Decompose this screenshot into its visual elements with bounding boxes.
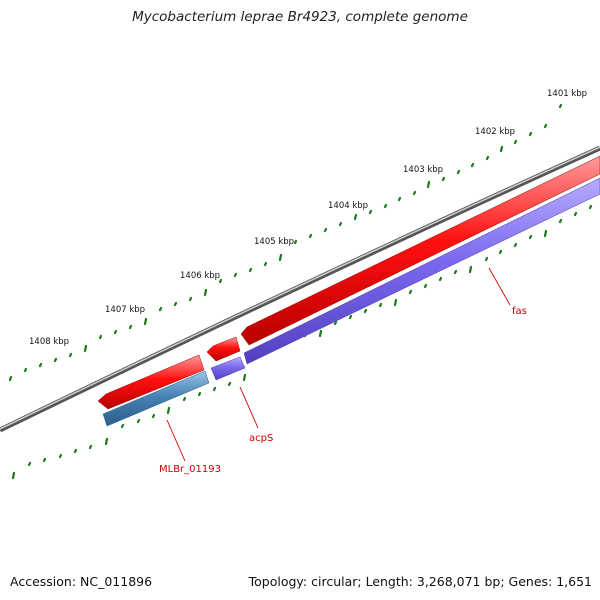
leader-line-fas <box>488 267 511 306</box>
scale-label: 1404 kbp <box>328 201 368 211</box>
cds-bar-fas[interactable] <box>243 177 600 365</box>
cds-bar-mlbr-01193[interactable] <box>102 370 210 427</box>
scale-label: 1402 kbp <box>475 127 515 137</box>
gene-arrow-acps[interactable] <box>206 336 241 362</box>
scale-label: 1405 kbp <box>254 237 294 247</box>
gene-arrow-fas[interactable] <box>240 155 600 346</box>
scale-label: 1406 kbp <box>180 271 220 281</box>
leader-line-mlbr-01193 <box>166 419 186 462</box>
gene-label-acps[interactable]: acpS <box>249 433 273 444</box>
genome-backbone <box>0 145 600 433</box>
map-title: Mycobacterium leprae Br4923, complete ge… <box>132 9 468 25</box>
scale-label: 1407 kbp <box>105 305 145 315</box>
genome-summary-text: Topology: circular; Length: 3,268,071 bp… <box>248 574 592 589</box>
cds-bar-acps[interactable] <box>210 356 246 381</box>
scale-ticks-inner <box>11 204 593 480</box>
scale-labels: 1401 kbp 1402 kbp 1403 kbp 1404 kbp 1405… <box>29 89 587 347</box>
gene-arrow-mlbr-01193[interactable] <box>97 354 205 410</box>
gene-label-fas[interactable]: fas <box>512 306 527 317</box>
scale-label: 1401 kbp <box>547 89 587 99</box>
scale-label: 1408 kbp <box>29 337 69 347</box>
accession-text: Accession: NC_011896 <box>10 574 153 589</box>
genome-backbone-highlight <box>0 146 600 430</box>
gene-label-mlbr-01193[interactable]: MLBr_01193 <box>159 464 221 475</box>
scale-label: 1403 kbp <box>403 165 443 175</box>
leader-line-acps <box>239 386 259 429</box>
scale-ticks-outer <box>8 103 563 382</box>
